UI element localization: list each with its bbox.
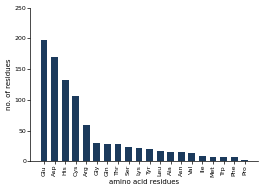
Bar: [167, 152, 174, 161]
Bar: [104, 144, 111, 161]
Bar: [146, 149, 153, 161]
Bar: [72, 96, 79, 161]
Y-axis label: no. of residues: no. of residues: [6, 59, 12, 110]
Bar: [231, 157, 238, 161]
Bar: [93, 143, 100, 161]
X-axis label: amino acid residues: amino acid residues: [109, 179, 180, 185]
Bar: [199, 156, 206, 161]
Bar: [188, 153, 195, 161]
Bar: [136, 148, 143, 161]
Bar: [241, 160, 248, 161]
Bar: [210, 157, 216, 161]
Bar: [178, 152, 185, 161]
Bar: [115, 144, 121, 161]
Bar: [62, 80, 69, 161]
Bar: [51, 57, 58, 161]
Bar: [220, 157, 227, 161]
Bar: [125, 147, 132, 161]
Bar: [157, 151, 164, 161]
Bar: [41, 40, 48, 161]
Bar: [83, 125, 90, 161]
